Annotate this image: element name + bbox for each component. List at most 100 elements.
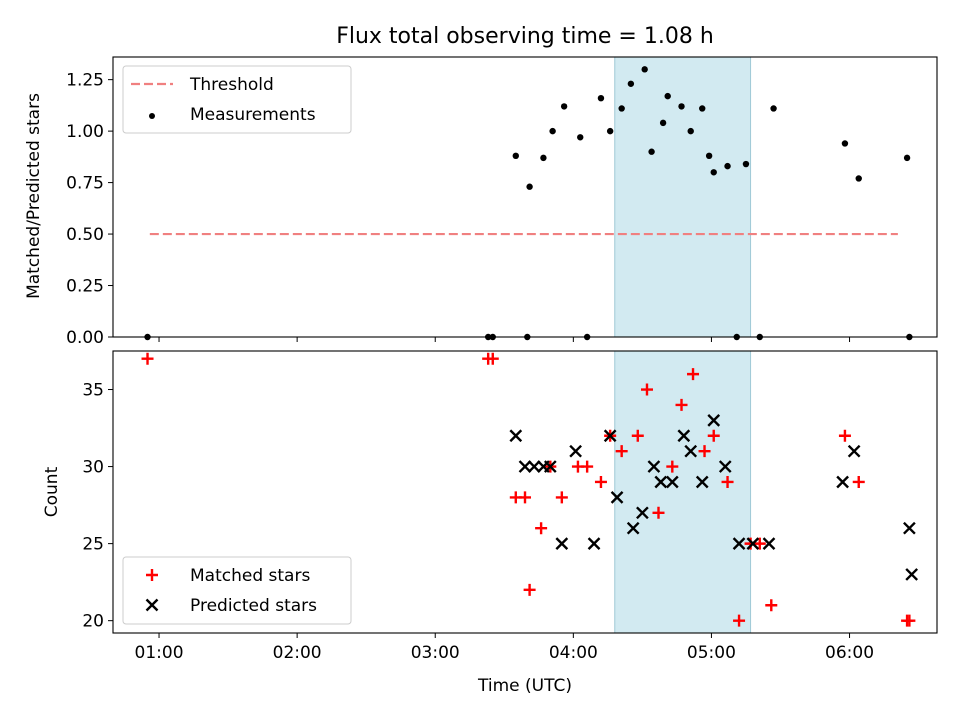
legend-matched-swatch — [146, 569, 158, 581]
series-matched-stars — [141, 352, 916, 627]
legend-box — [122, 556, 352, 625]
matched-star-point — [581, 460, 594, 473]
measurement-point — [705, 152, 713, 160]
predicted-star-point — [903, 521, 916, 535]
measurement-point — [641, 66, 648, 73]
predicted-star-point — [518, 460, 532, 473]
y-tick-label: 35 — [82, 381, 104, 401]
predicted-star-point — [746, 537, 760, 550]
measurement-point — [648, 148, 655, 155]
predicted-star-point — [654, 475, 668, 489]
legend: Matched stars Predicted stars — [122, 556, 352, 625]
matched-star-point — [687, 368, 700, 381]
y-tick-label: 0.75 — [66, 174, 104, 194]
matched-star-point — [141, 352, 154, 365]
y-tick-label: 0.50 — [66, 225, 104, 245]
matched-star-point — [666, 460, 679, 473]
matched-star-point — [698, 445, 711, 458]
x-tick-label: 05:00 — [687, 643, 736, 663]
matched-star-point — [675, 398, 688, 411]
legend-label: Measurements — [190, 105, 316, 125]
predicted-star-point — [555, 537, 569, 550]
y-tick-label: 25 — [82, 535, 104, 555]
matched-star-point — [707, 429, 720, 442]
matched-star-point — [519, 491, 531, 504]
matched-star-point — [652, 506, 665, 519]
matched-star-point — [615, 445, 628, 458]
matched-star-point — [523, 583, 536, 596]
predicted-star-point — [569, 444, 582, 458]
predicted-star-point — [603, 429, 617, 443]
measurement-point — [699, 105, 706, 112]
predicted-star-point — [684, 444, 698, 458]
predicted-star-point — [836, 475, 849, 489]
matched-star-point — [721, 475, 734, 488]
measurement-point — [512, 152, 519, 160]
bottom-y-axis-label: Count — [42, 466, 62, 517]
legend-measurement-swatch — [149, 113, 155, 119]
measurement-point — [560, 103, 568, 110]
measurement-point — [577, 134, 584, 141]
matched-star-point — [903, 614, 916, 627]
measurement-point — [687, 127, 694, 135]
legend-box — [122, 65, 352, 134]
axes-frame — [112, 350, 938, 634]
matched-star-point — [535, 522, 548, 535]
predicted-star-point — [732, 537, 746, 550]
legend-label: Predicted stars — [190, 596, 317, 616]
predicted-star-point — [665, 475, 679, 489]
predicted-star-point — [587, 537, 601, 550]
predicted-star-point — [718, 460, 732, 473]
measurement-point — [903, 154, 911, 162]
y-tick-label: 1.00 — [66, 122, 104, 142]
matched-star-point — [765, 599, 778, 612]
measurement-point — [597, 94, 605, 102]
measurement-point — [841, 140, 849, 147]
matched-star-point — [838, 429, 851, 442]
axes-frame — [112, 56, 938, 338]
bottom-panel: 20 25 30 35 01:00 02:00 03:00 04:00 05:00 06:00 Ma… — [82, 350, 938, 663]
legend-label: Matched stars — [190, 566, 310, 586]
measurement-point — [770, 105, 777, 112]
matched-star-point — [852, 475, 865, 488]
measurement-point — [742, 160, 750, 168]
predicted-star-point — [543, 460, 557, 473]
y-tick-label: 1.25 — [66, 71, 104, 91]
predicted-star-point — [636, 506, 649, 520]
measurement-point — [606, 127, 614, 135]
predicted-star-point — [695, 475, 709, 489]
measurement-point — [549, 127, 556, 135]
measurement-point — [540, 154, 547, 162]
measurement-point — [664, 92, 671, 100]
measurement-point — [678, 103, 685, 110]
predicted-star-point — [509, 429, 523, 443]
x-tick-label: 04:00 — [549, 643, 598, 663]
predicted-star-point — [610, 491, 624, 504]
x-tick-label: 06:00 — [825, 643, 874, 663]
measurement-point — [526, 183, 533, 190]
x-tick-label: 03:00 — [411, 643, 460, 663]
x-tick-label: 02:00 — [273, 643, 322, 663]
y-tick-label: 0.00 — [66, 328, 104, 348]
predicted-star-point — [762, 537, 776, 550]
predicted-star-point — [905, 568, 919, 581]
measurement-point — [855, 175, 862, 182]
measurement-point — [724, 162, 731, 170]
matched-star-point — [753, 537, 766, 550]
y-tick-label: 0.25 — [66, 277, 104, 297]
matched-star-point — [555, 491, 568, 504]
matched-star-point — [733, 614, 746, 627]
matched-star-point — [631, 429, 644, 442]
measurement-point — [659, 119, 667, 127]
observing-time-span — [614, 56, 752, 338]
x-tick-label: 01:00 — [135, 643, 184, 663]
predicted-star-point — [626, 521, 640, 535]
predicted-star-point — [707, 413, 721, 427]
x-axis-label: Time (UTC) — [477, 676, 572, 696]
legend-predicted-swatch — [145, 598, 159, 612]
observing-time-span — [614, 350, 752, 634]
predicted-star-point — [677, 429, 691, 443]
matched-star-point — [594, 475, 607, 488]
series-predicted-stars — [509, 413, 919, 581]
